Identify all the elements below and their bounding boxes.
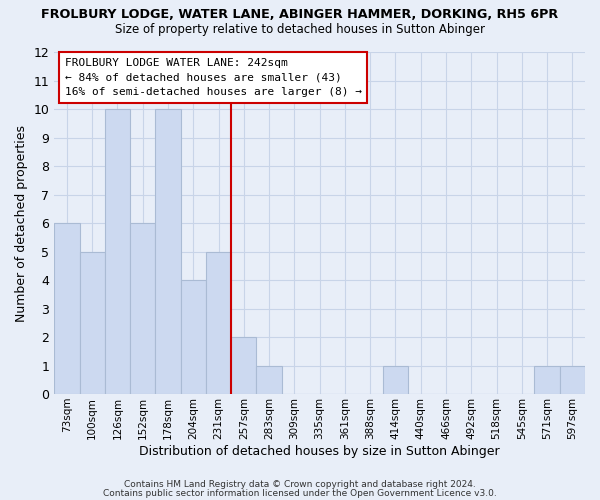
Text: Size of property relative to detached houses in Sutton Abinger: Size of property relative to detached ho… [115,22,485,36]
Y-axis label: Number of detached properties: Number of detached properties [15,125,28,322]
Bar [560,366,585,394]
Bar [181,280,206,394]
Bar [231,337,256,394]
Text: Contains public sector information licensed under the Open Government Licence v3: Contains public sector information licen… [103,488,497,498]
Bar [155,110,181,394]
Text: FROLBURY LODGE, WATER LANE, ABINGER HAMMER, DORKING, RH5 6PR: FROLBURY LODGE, WATER LANE, ABINGER HAMM… [41,8,559,20]
Bar [130,224,155,394]
Bar [535,366,560,394]
Bar [54,224,80,394]
X-axis label: Distribution of detached houses by size in Sutton Abinger: Distribution of detached houses by size … [139,444,500,458]
Bar [256,366,282,394]
Bar [105,110,130,394]
Text: FROLBURY LODGE WATER LANE: 242sqm
← 84% of detached houses are smaller (43)
16% : FROLBURY LODGE WATER LANE: 242sqm ← 84% … [65,58,362,97]
Bar [206,252,231,394]
Bar [383,366,408,394]
Text: Contains HM Land Registry data © Crown copyright and database right 2024.: Contains HM Land Registry data © Crown c… [124,480,476,489]
Bar [80,252,105,394]
